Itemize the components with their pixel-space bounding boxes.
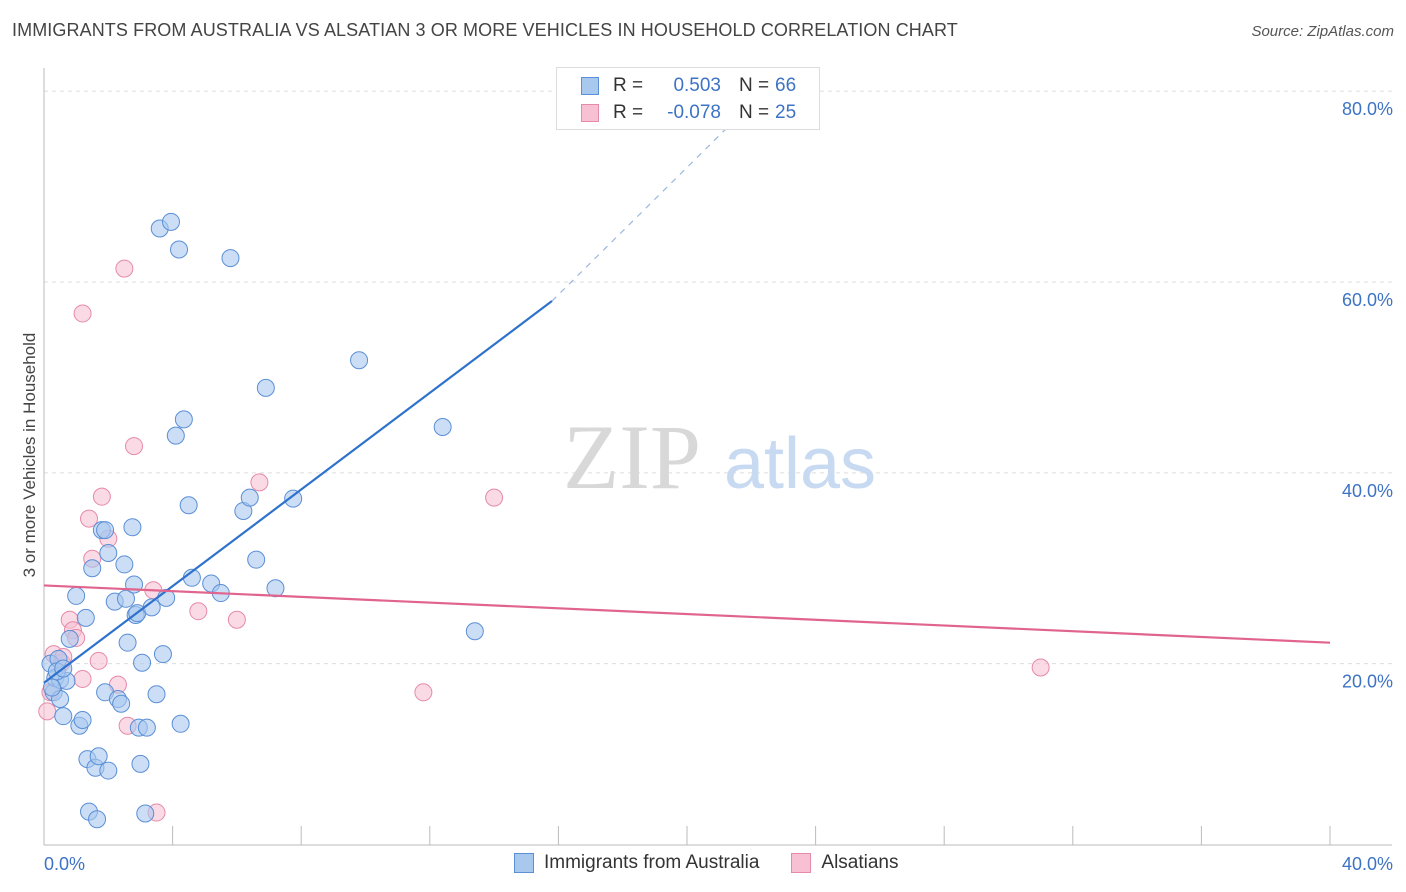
series-legend: Immigrants from Australia Alsatians — [514, 852, 931, 874]
y-tick-label: 60.0% — [1342, 290, 1393, 310]
point-australia — [179, 496, 198, 515]
point-australia — [88, 810, 107, 829]
legend-row-blue: R = 0.503 N = 66 — [581, 74, 796, 98]
trend-lines — [43, 119, 1331, 684]
point-australia — [465, 622, 484, 641]
data-points — [38, 212, 1050, 829]
point-australia — [256, 378, 275, 397]
legend-r-value-blue: 0.503 — [673, 75, 721, 96]
point-alsatians — [73, 304, 92, 323]
point-australia — [99, 543, 118, 562]
point-alsatians — [414, 683, 433, 702]
point-australia — [118, 633, 137, 652]
legend-item-australia: Immigrants from Australia — [514, 852, 759, 874]
legend-r-label: R = — [613, 102, 644, 123]
point-alsatians — [89, 651, 108, 670]
legend-n-label: N = — [739, 102, 770, 123]
legend-row-pink: R = -0.078 N = 25 — [581, 101, 796, 125]
point-alsatians — [227, 610, 246, 629]
point-australia — [147, 685, 166, 704]
point-australia — [73, 710, 92, 729]
point-australia — [131, 754, 150, 773]
watermark-zip: ZIP — [563, 406, 701, 508]
point-australia — [136, 804, 155, 823]
point-alsatians — [73, 669, 92, 688]
point-australia — [76, 608, 95, 627]
x-tick-label: 0.0% — [44, 854, 85, 874]
point-alsatians — [189, 602, 208, 621]
source-credit: Source: ZipAtlas.com — [1251, 23, 1394, 40]
point-alsatians — [1031, 658, 1050, 677]
point-australia — [99, 761, 118, 780]
point-alsatians — [92, 487, 111, 506]
point-australia — [67, 586, 86, 605]
legend-label-australia: Immigrants from Australia — [544, 852, 760, 873]
point-australia — [123, 518, 142, 537]
legend-item-alsatians: Alsatians — [791, 852, 899, 874]
trend-line-australia-extension — [551, 119, 736, 302]
point-australia — [240, 488, 259, 507]
point-alsatians — [125, 437, 144, 456]
point-australia — [83, 559, 102, 578]
legend-r-value-pink: -0.078 — [667, 102, 721, 123]
legend-swatch-australia — [514, 853, 534, 873]
legend-n-value-blue: 66 — [775, 75, 797, 96]
x-tick-label: 40.0% — [1342, 854, 1393, 874]
legend-n-value-pink: 25 — [775, 102, 797, 123]
point-australia — [170, 240, 189, 259]
point-australia — [133, 653, 152, 672]
legend-n-label: N = — [739, 75, 770, 96]
axes — [43, 68, 1392, 846]
point-australia — [54, 707, 73, 726]
y-axis-title: 3 or more Vehicles in Household — [20, 332, 39, 578]
y-tick-label: 20.0% — [1342, 672, 1393, 692]
point-australia — [96, 521, 115, 540]
trend-line-alsatians — [43, 584, 1331, 644]
y-tick-label: 40.0% — [1342, 481, 1393, 501]
point-australia — [112, 694, 131, 713]
watermark-atlas: atlas — [724, 424, 876, 504]
point-australia — [174, 410, 193, 429]
point-alsatians — [485, 488, 504, 507]
point-australia — [137, 718, 156, 737]
point-alsatians — [115, 259, 134, 278]
watermark: ZIP atlas — [563, 406, 876, 508]
point-australia — [221, 249, 240, 268]
tick-labels: 20.0% 40.0% 60.0% 80.0% 0.0% 40.0% — [44, 99, 1393, 874]
legend-swatch-alsatians — [791, 853, 812, 873]
point-australia — [266, 579, 285, 598]
point-australia — [60, 629, 79, 648]
legend-swatch-blue — [581, 77, 599, 95]
y-tick-label: 80.0% — [1342, 99, 1393, 119]
point-australia — [115, 555, 134, 574]
point-alsatians — [80, 509, 99, 528]
chart-title: IMMIGRANTS FROM AUSTRALIA VS ALSATIAN 3 … — [12, 20, 958, 40]
point-australia — [116, 589, 135, 608]
point-australia — [166, 426, 185, 445]
point-alsatians — [250, 473, 269, 492]
point-alsatians — [38, 702, 57, 721]
point-australia — [43, 678, 62, 697]
legend-swatch-pink — [581, 104, 599, 122]
point-australia — [171, 714, 190, 733]
point-australia — [350, 351, 369, 370]
point-australia — [153, 645, 172, 664]
point-australia — [89, 747, 108, 766]
point-australia — [284, 489, 303, 508]
trend-line-australia — [43, 300, 553, 684]
stats-legend: R = 0.503 N = 66 R = -0.078 N = 25 — [556, 67, 820, 130]
legend-label-alsatians: Alsatians — [821, 852, 899, 873]
point-australia — [161, 212, 180, 231]
point-australia — [247, 550, 266, 569]
legend-r-label: R = — [613, 75, 644, 96]
gridlines — [44, 90, 1392, 665]
point-australia — [433, 418, 452, 437]
